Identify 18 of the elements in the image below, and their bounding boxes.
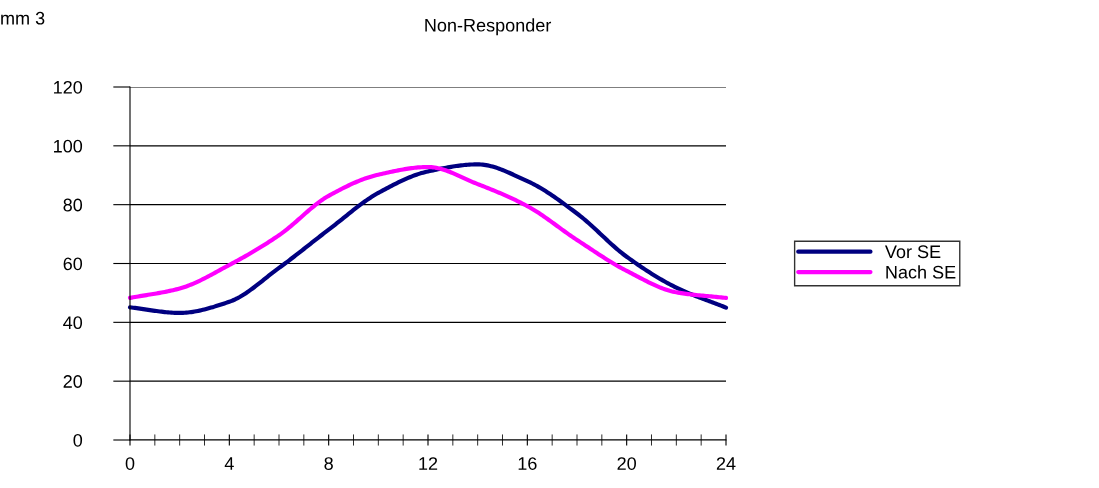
x-tick-label: 24 [716, 457, 736, 470]
x-tick-label: 20 [617, 457, 636, 470]
x-tick-label: 0 [125, 457, 135, 470]
y-tick-label: 120 [54, 80, 83, 94]
x-tick-label: 16 [518, 457, 537, 470]
y-axis-title: mm 3 [1, 11, 45, 25]
y-tick-label: 0 [73, 433, 83, 447]
y-tick-label: 20 [63, 375, 83, 388]
chart-title: Non-Responder [425, 18, 552, 36]
x-tick-label: 4 [224, 457, 234, 470]
y-tick-label: 60 [63, 257, 83, 271]
legend-label: Nach SE [886, 265, 956, 279]
y-tick-label: 80 [63, 198, 83, 212]
y-tick-label: 40 [63, 316, 83, 330]
x-tick-label: 8 [324, 457, 333, 470]
x-tick-label: 12 [419, 457, 438, 470]
y-tick-label: 100 [54, 139, 83, 153]
legend-label: Vor SE [884, 245, 941, 259]
